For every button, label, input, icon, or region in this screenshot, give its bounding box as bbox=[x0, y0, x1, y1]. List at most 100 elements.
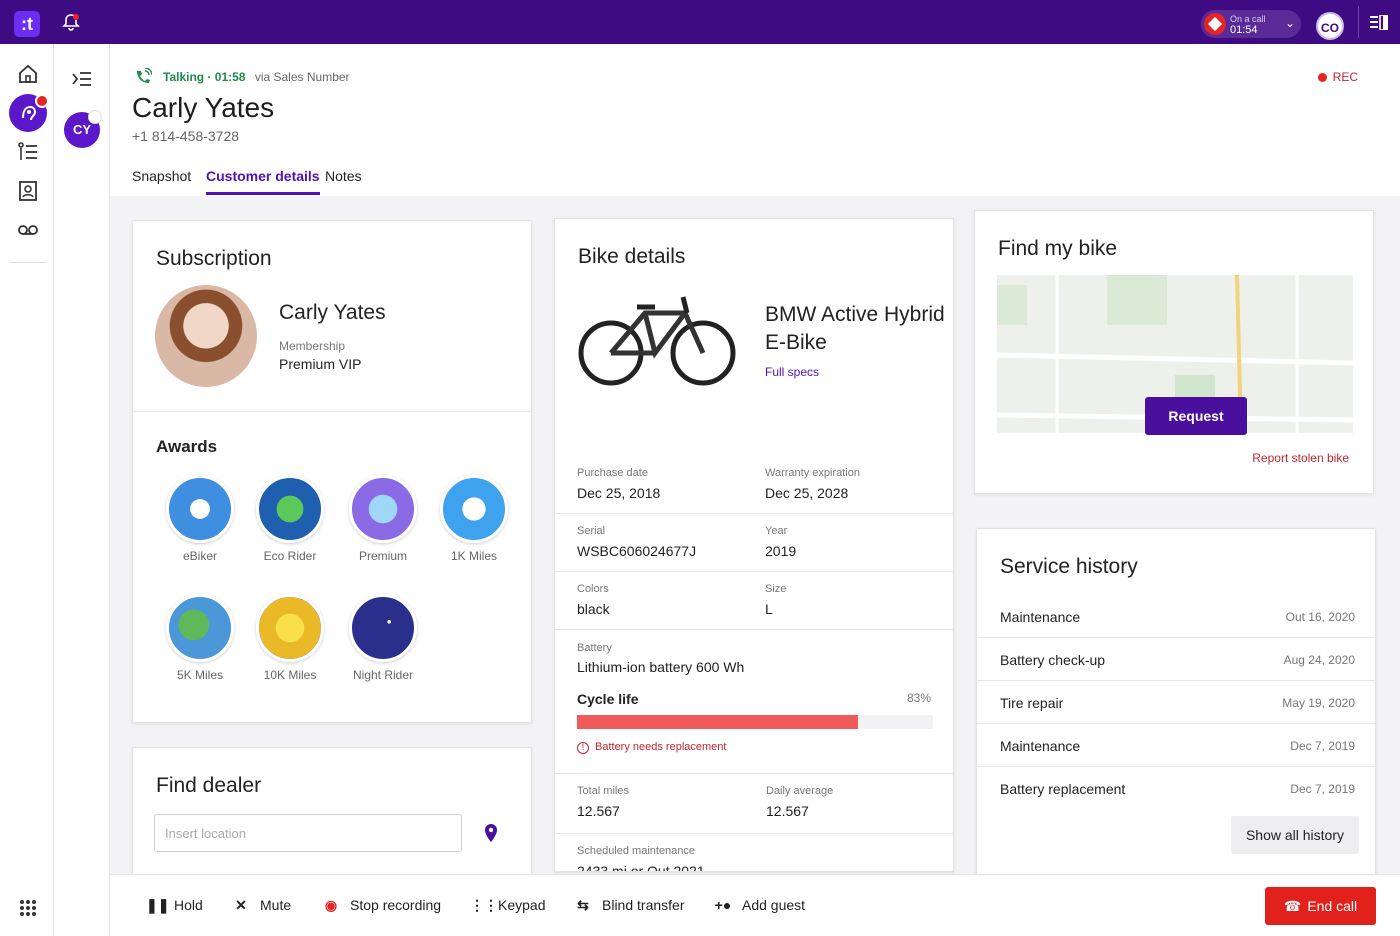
divider bbox=[555, 773, 953, 774]
battery-warning-text: Battery needs replacement bbox=[595, 741, 727, 753]
call-status-pill[interactable]: On a call 01:54 ⌄ bbox=[1201, 10, 1301, 38]
phone-badge-icon bbox=[88, 110, 102, 124]
list-icon[interactable] bbox=[17, 141, 39, 163]
tab-snapshot[interactable]: Snapshot bbox=[132, 168, 192, 184]
history-row[interactable]: Battery check-up Aug 24, 2020 bbox=[977, 638, 1375, 681]
find-my-bike-card: Find my bike Request Report stolen bike bbox=[974, 210, 1374, 494]
customer-photo bbox=[155, 285, 257, 387]
history-row[interactable]: Maintenance Dec 7, 2019 bbox=[977, 724, 1375, 767]
battery-label: Battery bbox=[577, 642, 612, 654]
main-content: Talking · 01:58 via Sales Number Carly Y… bbox=[110, 44, 1400, 936]
full-specs-link[interactable]: Full specs bbox=[765, 365, 820, 379]
show-all-history-button[interactable]: Show all history bbox=[1231, 816, 1359, 854]
tab-notes[interactable]: Notes bbox=[325, 168, 362, 184]
rec-label: REC bbox=[1332, 70, 1358, 84]
bike-badge-icon bbox=[166, 475, 234, 543]
membership-value: Premium VIP bbox=[279, 356, 362, 372]
divider bbox=[555, 629, 953, 630]
mic-off-icon: ✕ bbox=[235, 897, 247, 913]
bike-image bbox=[578, 296, 736, 386]
bell-icon[interactable] bbox=[62, 13, 80, 31]
alert-icon: ! bbox=[577, 742, 589, 754]
chevron-down-icon[interactable]: ⌄ bbox=[1285, 16, 1296, 30]
history-row[interactable]: Battery replacement Dec 7, 2019 bbox=[977, 767, 1375, 810]
award-badge[interactable]: 10K Miles bbox=[245, 594, 335, 682]
location-input[interactable] bbox=[154, 814, 462, 852]
award-label: Night Rider bbox=[352, 668, 414, 682]
service-history-card: Service history Maintenance Out 16, 2020 … bbox=[976, 528, 1376, 928]
phone-talking-icon bbox=[137, 68, 152, 83]
stop-recording-label: Stop recording bbox=[350, 897, 442, 913]
cycle-life-bar bbox=[577, 715, 933, 729]
user-avatar[interactable]: CO bbox=[1316, 12, 1344, 40]
cycle-life-percent: 83% bbox=[906, 691, 931, 705]
keypad-button[interactable]: ⋮⋮Keypad bbox=[470, 897, 545, 914]
bike-details-card: Bike details BMW Active Hybrid E-Bike Fu… bbox=[554, 218, 954, 872]
request-button[interactable]: Request bbox=[1145, 397, 1247, 435]
service-date: Aug 24, 2020 bbox=[1283, 653, 1355, 667]
end-call-label: End call bbox=[1307, 897, 1358, 914]
year-label: Year bbox=[765, 525, 788, 537]
award-badge[interactable]: eBiker bbox=[155, 475, 245, 563]
find-dealer-card: Find dealer bbox=[132, 747, 532, 897]
divider bbox=[555, 833, 953, 834]
call-time: 01:54 bbox=[1230, 24, 1258, 36]
contact-card-icon[interactable] bbox=[17, 180, 39, 202]
end-call-button[interactable]: ☎ End call bbox=[1265, 887, 1376, 925]
service-date: Dec 7, 2019 bbox=[1290, 739, 1355, 753]
collapse-menu-icon[interactable] bbox=[72, 71, 92, 87]
stop-recording-button[interactable]: ◉ Stop recording bbox=[322, 897, 441, 914]
panel-icon[interactable] bbox=[1370, 15, 1388, 30]
awards-title: Awards bbox=[156, 437, 218, 456]
bike-details-title: Bike details bbox=[578, 245, 686, 268]
history-row[interactable]: Tire repair May 19, 2020 bbox=[977, 681, 1375, 724]
divider bbox=[133, 411, 531, 412]
add-guest-label: Add guest bbox=[742, 897, 806, 913]
membership-label: Membership bbox=[279, 339, 346, 353]
call-status: Talking · 01:58 via Sales Number bbox=[163, 70, 350, 84]
blind-transfer-button[interactable]: ⇆ Blind transfer bbox=[574, 897, 684, 914]
serial-label: Serial bbox=[577, 525, 606, 537]
service-name: Maintenance bbox=[1000, 738, 1081, 754]
stop-record-icon: ◉ bbox=[324, 897, 338, 913]
find-dealer-title: Find dealer bbox=[156, 774, 262, 797]
maintenance-label: Scheduled maintenance bbox=[577, 845, 696, 857]
service-date: Out 16, 2020 bbox=[1285, 610, 1355, 624]
top-bar: :t On a call 01:54 ⌄ CO bbox=[0, 0, 1400, 44]
service-date: May 19, 2020 bbox=[1282, 696, 1355, 710]
history-row[interactable]: Maintenance Out 16, 2020 bbox=[977, 595, 1375, 638]
caller-phone: +1 814-458-3728 bbox=[132, 128, 240, 144]
apps-grid-icon[interactable] bbox=[19, 899, 37, 917]
add-guest-button[interactable]: +● Add guest bbox=[714, 897, 805, 913]
bike-location-map[interactable]: Request bbox=[996, 274, 1354, 435]
app-logo[interactable]: :t bbox=[14, 11, 40, 37]
keypad-label: Keypad bbox=[498, 897, 546, 913]
daily-average-label: Daily average bbox=[766, 785, 834, 797]
hold-button[interactable]: ❚❚ Hold bbox=[146, 897, 203, 914]
tab-customer-details[interactable]: Customer details bbox=[206, 168, 320, 195]
caller-name: Carly Yates bbox=[132, 92, 275, 123]
award-badge[interactable]: Night Rider bbox=[338, 594, 428, 682]
award-label: Premium bbox=[358, 549, 407, 563]
award-label: 5K Miles bbox=[176, 668, 223, 682]
award-badge[interactable]: 1K Miles bbox=[429, 475, 519, 563]
award-badge[interactable]: Eco Rider bbox=[245, 475, 335, 563]
find-my-bike-title: Find my bike bbox=[998, 237, 1118, 260]
leaf-badge-icon bbox=[256, 475, 324, 543]
location-pin-icon[interactable] bbox=[483, 824, 499, 844]
talking-status: Talking · 01:58 bbox=[163, 70, 246, 84]
service-name: Battery replacement bbox=[1000, 781, 1126, 797]
call-status-label: On a call bbox=[1230, 14, 1266, 24]
home-icon[interactable] bbox=[17, 63, 39, 85]
warranty-label: Warranty expiration bbox=[765, 467, 860, 479]
warranty-value: Dec 25, 2028 bbox=[765, 485, 849, 501]
subscription-card: Subscription Carly Yates Membership Prem… bbox=[132, 220, 532, 723]
divider bbox=[9, 262, 47, 263]
award-badge[interactable]: 5K Miles bbox=[155, 594, 245, 682]
mute-button[interactable]: ✕ Mute bbox=[232, 897, 291, 914]
call-actions-bar: ❚❚ Hold ✕ Mute ◉ Stop recording ⋮⋮Keypad ⇆ B… bbox=[110, 874, 1400, 936]
award-badge[interactable]: Premium bbox=[338, 475, 428, 563]
report-stolen-link[interactable]: Report stolen bike bbox=[1252, 451, 1349, 465]
voicemail-icon[interactable] bbox=[17, 219, 39, 241]
call-header: Talking · 01:58 via Sales Number Carly Y… bbox=[110, 44, 1400, 196]
